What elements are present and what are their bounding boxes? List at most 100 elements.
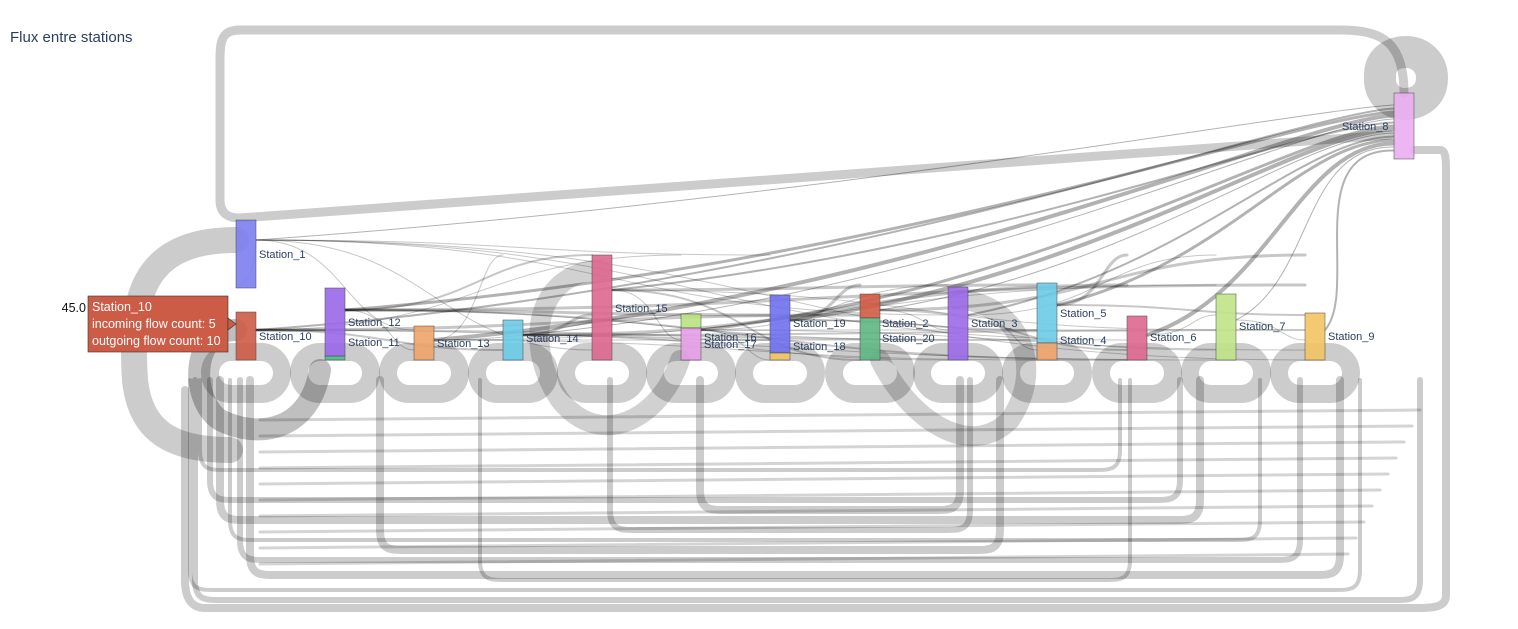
flow-link-return[interactable] <box>216 376 1204 524</box>
flow-link-return-thin[interactable] <box>258 488 1382 502</box>
node-station-16[interactable] <box>680 313 702 329</box>
flow-link-cross[interactable] <box>254 313 862 332</box>
flow-link-cross[interactable] <box>700 329 771 361</box>
node-station-2[interactable] <box>859 293 881 319</box>
flow-link-cross[interactable] <box>255 329 1038 341</box>
flow-link-to-station8[interactable] <box>343 110 1396 312</box>
flow-link-return[interactable] <box>207 377 1183 503</box>
flow-link-cross[interactable] <box>344 309 949 341</box>
flow-link-cross[interactable] <box>967 254 1217 316</box>
flow-link-cross[interactable] <box>879 309 949 331</box>
flow-link-return[interactable] <box>696 376 964 514</box>
flow-link-to-station8[interactable] <box>1235 146 1395 321</box>
flow-link-cross[interactable] <box>522 334 771 341</box>
node-label: Station_9 <box>1328 331 1374 343</box>
flow-link-return[interactable] <box>198 378 1122 472</box>
flow-link-return[interactable] <box>228 378 1262 542</box>
flow-link-cross[interactable] <box>521 313 594 337</box>
flow-link-return-thin[interactable] <box>258 520 1366 534</box>
flow-link-to-station8[interactable] <box>1055 138 1396 307</box>
flow-link-cross[interactable] <box>433 339 1038 361</box>
node-station-9[interactable] <box>1304 312 1326 361</box>
flow-link-cross[interactable] <box>610 283 1039 292</box>
flow-link-cross[interactable] <box>967 314 1038 351</box>
flow-link-cross[interactable] <box>255 239 415 331</box>
flow-link-return-thin[interactable] <box>258 472 1390 486</box>
flow-link-cross[interactable] <box>255 239 593 351</box>
flow-link-self-station8[interactable] <box>1364 35 1449 121</box>
flow-link-cross[interactable] <box>700 284 949 331</box>
flow-link-cross[interactable] <box>255 239 771 256</box>
flow-link-return-thin[interactable] <box>258 552 1350 566</box>
flow-link-return[interactable] <box>237 377 1303 563</box>
flow-link-cross[interactable] <box>343 283 1307 312</box>
node-station-5[interactable] <box>1036 282 1058 344</box>
node-station-18[interactable] <box>769 352 791 361</box>
flow-link-return[interactable] <box>478 378 1132 582</box>
flow-link-cross[interactable] <box>1056 304 1306 316</box>
flow-link-to-station8[interactable] <box>879 132 1395 311</box>
flow-link-to-station8[interactable] <box>432 113 1396 342</box>
flow-link-cross[interactable] <box>433 254 504 341</box>
flow-link-return[interactable] <box>246 376 1344 579</box>
flow-link-loop-top[interactable] <box>215 25 1409 223</box>
node-station-14[interactable] <box>502 319 524 361</box>
node-station-11[interactable] <box>324 355 346 361</box>
flow-link-to-station8[interactable] <box>255 104 1395 241</box>
flow-link-loop-bottom[interactable] <box>181 146 1450 612</box>
flow-link-cross[interactable] <box>344 254 593 311</box>
flow-link-to-station8[interactable] <box>1145 141 1396 337</box>
flow-link-cross[interactable] <box>879 309 1128 351</box>
flow-link-return-thin[interactable] <box>258 424 1414 438</box>
flow-link-return-thin[interactable] <box>258 408 1422 422</box>
flow-link-cross[interactable] <box>700 329 1306 351</box>
flow-link-cross[interactable] <box>788 283 862 322</box>
flow-link-cross[interactable] <box>344 309 1128 361</box>
node-station-10[interactable] <box>235 311 257 361</box>
node-station-8[interactable] <box>1393 92 1415 160</box>
node-station-13[interactable] <box>413 325 435 361</box>
flow-link-mid-arc2[interactable] <box>870 290 1037 447</box>
node-station-7[interactable] <box>1215 293 1237 361</box>
flow-link-cross[interactable] <box>611 289 682 341</box>
flow-link-to-station8[interactable] <box>522 118 1395 336</box>
flow-link-return-thin[interactable] <box>258 440 1406 454</box>
flow-link-cross[interactable] <box>344 309 415 351</box>
flow-link-return[interactable] <box>192 377 1423 603</box>
flow-link-return-thin[interactable] <box>258 456 1398 470</box>
flow-link-cross[interactable] <box>433 284 1217 341</box>
flow-link-cross[interactable] <box>1146 314 1217 336</box>
flow-link-to-station8[interactable] <box>788 127 1396 322</box>
flow-link-mid-arc[interactable] <box>529 260 690 436</box>
node-station-3[interactable] <box>947 286 969 361</box>
flow-link-cross[interactable] <box>611 289 1217 331</box>
flow-link-cross[interactable] <box>522 329 1306 336</box>
flow-link-return[interactable] <box>607 377 973 533</box>
flow-link-cross[interactable] <box>611 289 861 361</box>
node-station-15[interactable] <box>591 254 613 361</box>
flow-link-cross[interactable] <box>1235 319 1306 341</box>
node-label: Station_18 <box>793 341 846 353</box>
flow-link-to-station8[interactable] <box>611 121 1395 291</box>
node-station-12[interactable] <box>324 287 346 357</box>
node-station-1[interactable] <box>235 219 257 289</box>
flow-link-to-station8[interactable] <box>1324 149 1395 331</box>
flow-link-return[interactable] <box>188 378 1362 592</box>
flow-link-cross[interactable] <box>789 319 1038 331</box>
node-station-20[interactable] <box>859 317 881 361</box>
flow-link-to-station8[interactable] <box>699 124 1396 332</box>
node-station-17[interactable] <box>680 327 702 361</box>
node-station-4[interactable] <box>1036 342 1058 361</box>
flow-link-cross[interactable] <box>255 329 504 351</box>
flow-link-left-arc[interactable] <box>120 227 249 463</box>
flow-link-cross[interactable] <box>433 314 682 341</box>
node-station-6[interactable] <box>1126 315 1148 361</box>
flow-link-cross[interactable] <box>521 283 1129 337</box>
flow-link-return[interactable] <box>376 376 1004 554</box>
node-station-19[interactable] <box>769 294 791 354</box>
flow-link-return-thin[interactable] <box>258 504 1374 518</box>
flow-link-to-station8[interactable] <box>255 107 1395 331</box>
flow-link-return-thin[interactable] <box>258 536 1358 550</box>
flow-link-cross[interactable] <box>1055 253 1129 307</box>
